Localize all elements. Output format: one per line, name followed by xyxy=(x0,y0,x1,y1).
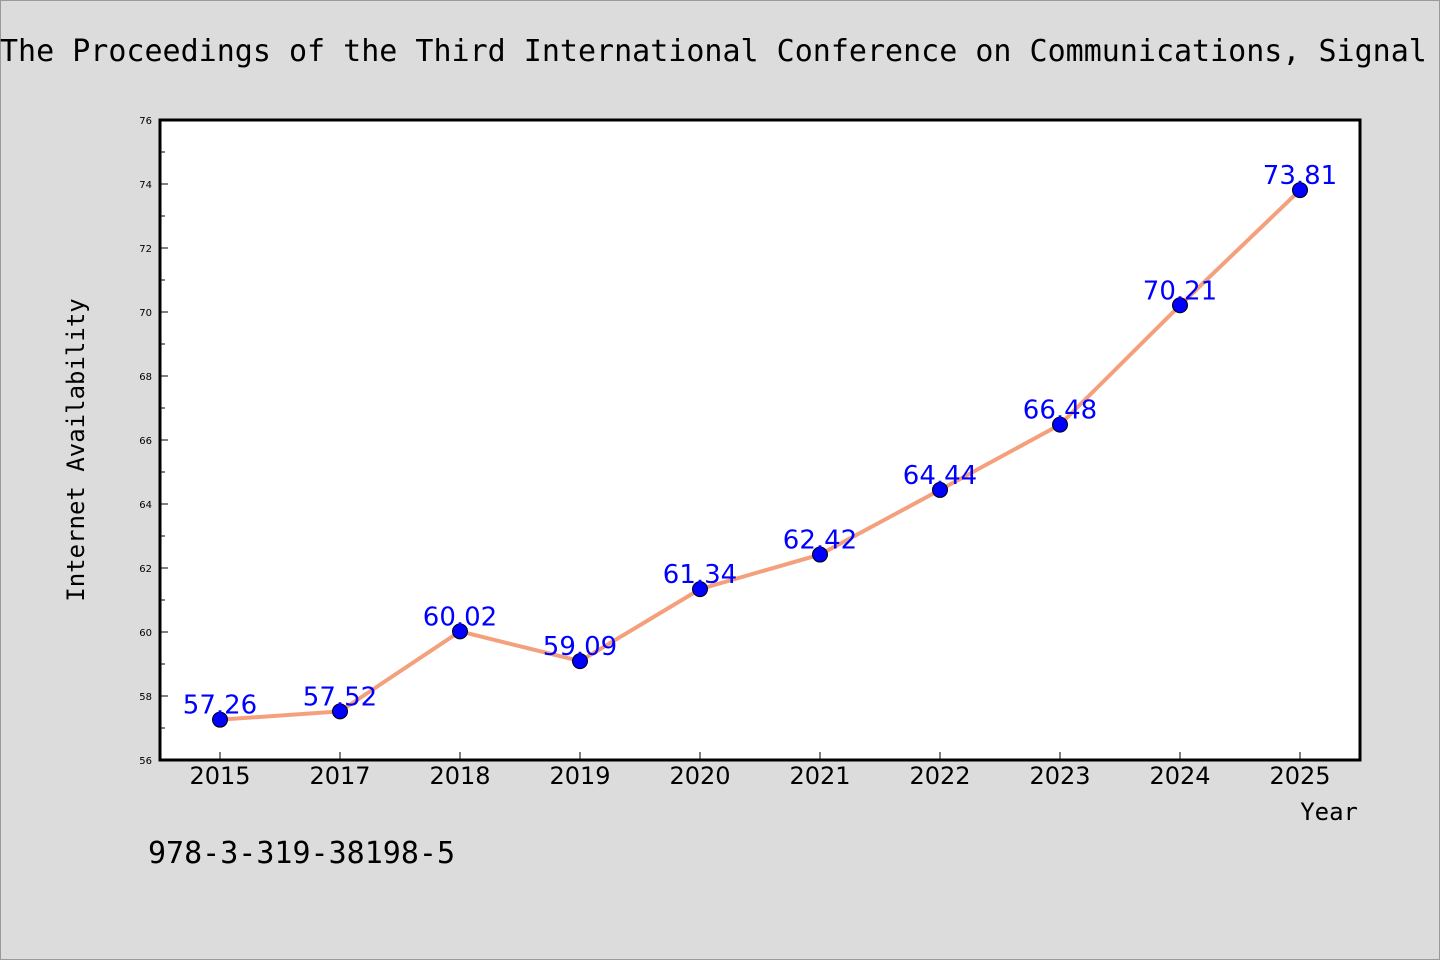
data-point xyxy=(1172,297,1188,314)
plot-area xyxy=(160,120,1360,760)
x-tick-label: 2023 xyxy=(1029,762,1090,790)
x-axis-label: Year xyxy=(1300,798,1358,826)
data-label: 61.34 xyxy=(663,560,737,590)
data-point xyxy=(812,546,828,563)
x-tick-label: 2015 xyxy=(189,762,250,790)
x-tick-label: 2022 xyxy=(909,762,970,790)
data-labels-group: 57.26 57.52 60.02 59.09 61.34 62.42 64.44 66.48… xyxy=(183,161,1337,721)
chart-title: The Proceedings of the Third Internation… xyxy=(0,34,1427,69)
data-label: 73.81 xyxy=(1263,161,1337,191)
x-tick-label: 2020 xyxy=(669,762,730,790)
data-point xyxy=(1052,416,1068,433)
x-tick-label: 2017 xyxy=(309,762,370,790)
data-label: 64.44 xyxy=(903,461,977,491)
data-point xyxy=(452,623,468,640)
y-tick-label: 76 xyxy=(139,116,152,127)
y-tick-label: 70 xyxy=(139,308,152,319)
data-point xyxy=(692,581,708,598)
data-label: 70.21 xyxy=(1143,276,1217,306)
data-point xyxy=(1292,182,1308,199)
y-tick-label: 66 xyxy=(139,436,152,447)
y-tick-label: 56 xyxy=(139,756,152,767)
y-tick-label: 60 xyxy=(139,628,152,639)
data-point xyxy=(932,481,948,498)
y-tick-label: 72 xyxy=(139,244,152,255)
x-axis-ticks: 2015 2017 2018 2019 2020 2021 2022 2023 2024 2025 xyxy=(189,752,1331,790)
y-tick-label: 62 xyxy=(139,564,152,575)
y-tick-label: 58 xyxy=(139,692,152,703)
data-label: 66.48 xyxy=(1023,396,1097,426)
x-tick-label: 2021 xyxy=(789,762,850,790)
data-label: 57.52 xyxy=(303,682,377,712)
data-label: 60.02 xyxy=(423,602,497,632)
y-tick-label: 68 xyxy=(139,372,152,383)
x-tick-label: 2025 xyxy=(1269,762,1330,790)
y-tick-label: 64 xyxy=(139,500,152,511)
data-label: 59.09 xyxy=(543,632,617,662)
y-tick-label: 74 xyxy=(139,180,152,191)
x-tick-label: 2019 xyxy=(549,762,610,790)
x-tick-label: 2018 xyxy=(429,762,490,790)
y-axis-label: Internet Availability xyxy=(62,298,90,601)
plot-frame xyxy=(158,118,1362,762)
data-point xyxy=(212,711,228,728)
series-line xyxy=(218,188,1302,722)
x-tick-label: 2024 xyxy=(1149,762,1210,790)
data-point xyxy=(572,653,588,670)
y-axis-ticks: 56 58 60 62 64 66 68 70 72 74 76 xyxy=(139,116,168,767)
series-line-group xyxy=(212,182,1308,728)
data-label: 57.26 xyxy=(183,691,257,721)
data-label: 62.42 xyxy=(783,526,857,556)
data-point xyxy=(332,703,348,720)
isbn-code: 978-3-319-38198-5 xyxy=(148,836,456,871)
